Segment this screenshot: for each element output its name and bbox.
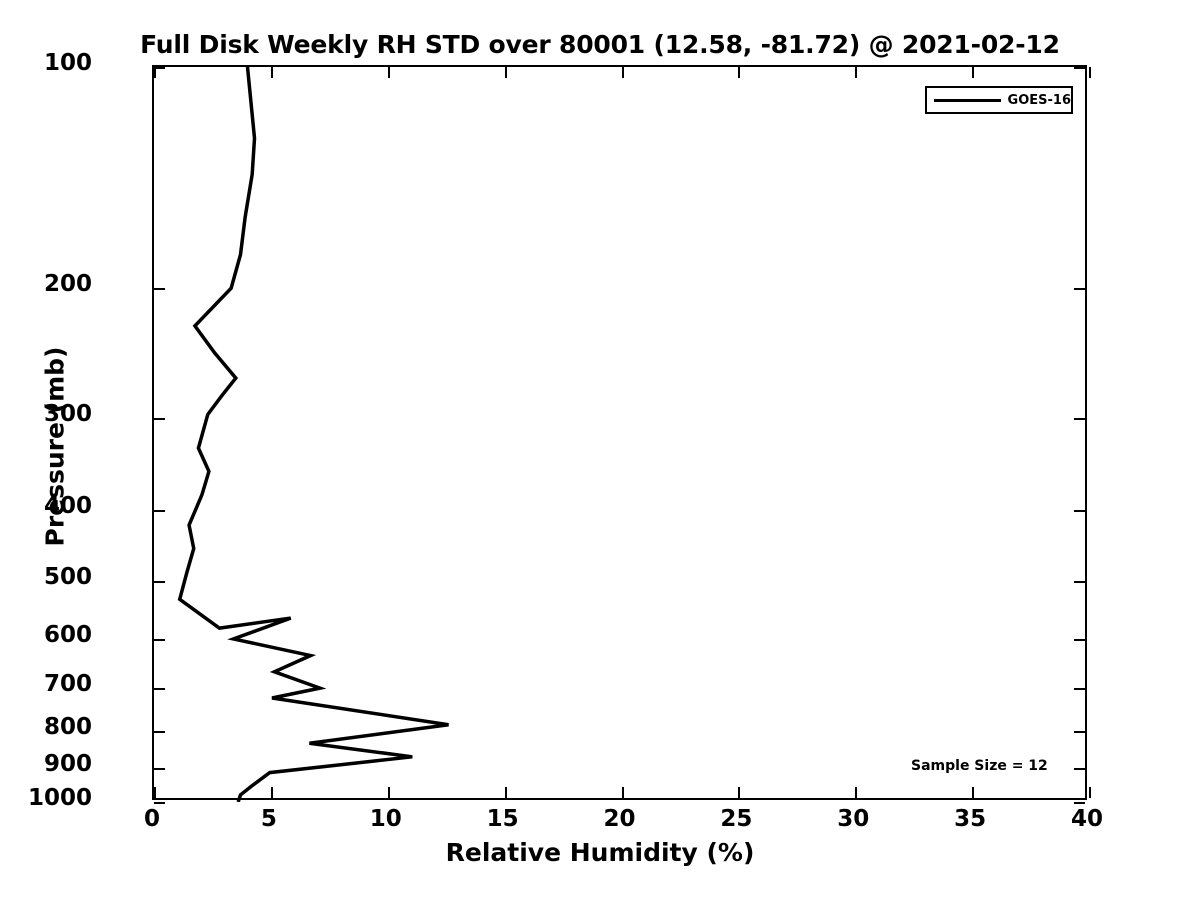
x-axis-label: Relative Humidity (%) [445, 838, 755, 867]
legend-line-swatch [934, 98, 1001, 102]
y-axis-label: Pressure (mb) [40, 346, 70, 547]
x-tick-top-40 [1089, 67, 1091, 78]
x-tick-10 [387, 787, 390, 798]
x-tick-top-5 [270, 67, 273, 78]
y-tick-label-text: 900 [43, 751, 92, 778]
x-tick-top-25 [738, 67, 741, 78]
y-tick-200 [154, 288, 165, 291]
x-tick-35 [972, 787, 975, 798]
x-tick-5 [270, 787, 273, 798]
x-tick-label-10: 10 [369, 806, 402, 832]
x-tick-label-25: 25 [720, 806, 753, 832]
x-tick-25 [738, 787, 741, 798]
y-tick-label-text: 500 [43, 563, 92, 590]
y-tick-100 [154, 67, 165, 69]
y-tick-1000 [154, 802, 165, 804]
x-tick-30 [855, 787, 858, 798]
y-tick-300 [154, 417, 165, 420]
x-tick-label-5: 5 [260, 806, 277, 832]
y-tick-label-text: 1000 [27, 785, 92, 811]
y-tick-label-text: 800 [43, 713, 92, 740]
x-tick-top-0 [154, 67, 156, 78]
x-tick-label-30: 30 [837, 806, 870, 832]
y-tick-right-900 [1074, 768, 1085, 771]
y-tick-label-text: 400 [43, 492, 92, 519]
x-tick-label-0: 0 [143, 806, 161, 832]
x-tick-40 [1089, 787, 1091, 798]
x-tick-label-40: 40 [1070, 806, 1104, 832]
y-tick-500 [154, 580, 165, 583]
x-tick-15 [504, 787, 507, 798]
legend-box: GOES-16 [925, 86, 1073, 114]
y-tick-right-100 [1074, 67, 1085, 69]
x-tick-label-35: 35 [954, 806, 987, 832]
y-tick-label-text: 100 [43, 50, 92, 76]
y-tick-600 [154, 638, 165, 641]
x-tick-0 [154, 787, 156, 798]
y-tick-right-300 [1074, 417, 1085, 420]
sample-size-annotation: Sample Size = 12 [911, 758, 1048, 774]
y-tick-right-400 [1074, 509, 1085, 512]
y-tick-400 [154, 509, 165, 512]
y-tick-800 [154, 730, 165, 733]
legend-label-goes-16: GOES-16 [1007, 92, 1071, 108]
y-tick-label-text: 300 [43, 400, 92, 427]
data-line-layer [177, 67, 449, 802]
y-tick-700 [154, 688, 165, 691]
y-tick-label-text: 600 [43, 621, 92, 648]
x-tick-label-20: 20 [603, 806, 636, 832]
y-tick-right-500 [1074, 580, 1085, 583]
x-tick-top-20 [621, 67, 624, 78]
y-tick-label-text: 200 [43, 271, 92, 298]
x-tick-top-15 [504, 67, 507, 78]
chart-title: Full Disk Weekly RH STD over 80001 (12.5… [140, 30, 1060, 59]
y-tick-900 [154, 768, 165, 771]
x-tick-top-10 [387, 67, 390, 78]
y-tick-right-700 [1074, 688, 1085, 691]
x-tick-top-30 [855, 67, 858, 78]
y-tick-right-200 [1074, 288, 1085, 291]
plot-area [152, 65, 1091, 804]
y-tick-label-text: 700 [43, 671, 92, 698]
y-tick-right-800 [1074, 730, 1085, 733]
x-tick-20 [621, 787, 624, 798]
y-tick-right-600 [1074, 638, 1085, 641]
y-tick-right-1000 [1074, 802, 1085, 804]
x-tick-label-15: 15 [486, 806, 519, 832]
series-line-goes-16 [177, 67, 449, 802]
x-tick-top-35 [972, 67, 975, 78]
